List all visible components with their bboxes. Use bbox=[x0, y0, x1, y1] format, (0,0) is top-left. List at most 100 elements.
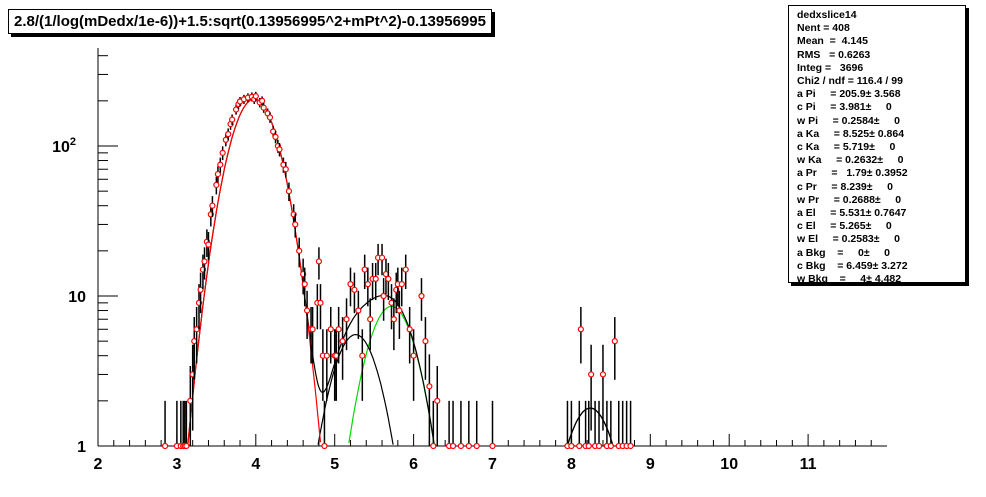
data-point bbox=[627, 442, 634, 450]
data-point bbox=[315, 258, 323, 265]
data-point bbox=[327, 326, 334, 333]
data-point bbox=[396, 307, 403, 314]
data-point bbox=[259, 97, 266, 104]
data-point bbox=[282, 166, 289, 173]
data-point bbox=[577, 326, 584, 333]
data-point bbox=[323, 352, 330, 359]
stats-line: w Ka = 0.2632± 0 bbox=[797, 154, 904, 167]
data-point bbox=[309, 326, 316, 333]
data-point bbox=[378, 254, 386, 261]
plot-frame bbox=[98, 48, 887, 446]
data-point bbox=[359, 352, 366, 359]
x-tick-label: 9 bbox=[646, 456, 655, 473]
data-point bbox=[229, 116, 236, 123]
data-point bbox=[588, 371, 595, 378]
stats-line: w El = 0.2583± 0 bbox=[797, 233, 900, 246]
stats-line: Integ = 3696 bbox=[797, 61, 864, 74]
data-point bbox=[434, 397, 441, 404]
data-point bbox=[402, 266, 409, 273]
data-point bbox=[473, 442, 480, 450]
data-point bbox=[343, 316, 350, 323]
stats-line: a Pr = 1.79± 0.3952 bbox=[797, 167, 908, 180]
data-point bbox=[183, 442, 190, 450]
data-point bbox=[232, 106, 240, 113]
stats-line: w Pr = 0.2688± 0 bbox=[797, 193, 902, 206]
x-tick-label: 2 bbox=[94, 456, 103, 473]
data-point bbox=[585, 442, 592, 450]
stats-line: c Pi = 3.981± 0 bbox=[797, 101, 892, 114]
data-point bbox=[351, 286, 358, 293]
data-point bbox=[317, 299, 324, 306]
data-point bbox=[418, 292, 425, 300]
x-tick-label: 6 bbox=[409, 456, 418, 473]
stats-line: Chi2 / ndf = 116.4 / 99 bbox=[797, 75, 903, 88]
data-point bbox=[252, 93, 259, 100]
data-point bbox=[213, 181, 220, 189]
stats-line: a El = 5.531± 0.7647 bbox=[797, 207, 907, 220]
y-tick-label: 102 bbox=[52, 136, 76, 156]
data-point bbox=[214, 170, 222, 178]
stats-line: w Pi = 0.2584± 0 bbox=[797, 114, 900, 127]
y-tick-label: 10 bbox=[68, 289, 86, 306]
data-point bbox=[426, 383, 433, 390]
stats-line: w Bkg = 4± 4.482 bbox=[797, 273, 902, 286]
data-point bbox=[209, 202, 216, 209]
stats-line: a Bkg = 0± 0 bbox=[797, 246, 891, 259]
fit-component-el bbox=[317, 334, 394, 445]
data-point bbox=[161, 442, 169, 450]
data-point bbox=[364, 281, 371, 288]
stats-line: c Pr = 8.239± 0 bbox=[797, 180, 893, 193]
x-tick-label: 5 bbox=[330, 456, 339, 473]
stats-line: c Ka = 5.719± 0 bbox=[797, 141, 896, 154]
data-point bbox=[398, 281, 405, 288]
data-point bbox=[225, 131, 232, 138]
data-point bbox=[449, 442, 457, 450]
data-point bbox=[321, 442, 328, 450]
x-tick-label: 4 bbox=[251, 456, 260, 473]
data-point bbox=[303, 307, 311, 314]
data-point bbox=[219, 149, 226, 156]
data-point bbox=[217, 161, 224, 168]
stats-box: dedxslice14 Nent = 408 Mean = 4.145 RMS = 0… bbox=[788, 5, 966, 286]
data-point bbox=[372, 275, 379, 283]
data-point bbox=[380, 292, 387, 300]
data-point bbox=[339, 338, 346, 345]
data-point bbox=[301, 281, 308, 288]
data-point bbox=[201, 258, 208, 265]
data-point bbox=[367, 316, 374, 323]
stats-line: c El = 5.265± 0 bbox=[797, 220, 892, 233]
data-point bbox=[489, 442, 496, 450]
stats-line: a Pi = 205.9± 3.568 bbox=[797, 88, 901, 101]
data-point bbox=[568, 442, 575, 450]
x-tick-label: 8 bbox=[567, 456, 576, 473]
data-point bbox=[347, 281, 354, 288]
data-point bbox=[266, 114, 274, 121]
data-point bbox=[465, 442, 472, 450]
x-tick-label: 10 bbox=[720, 456, 738, 473]
data-point bbox=[361, 266, 368, 273]
data-point bbox=[607, 442, 614, 450]
data-point bbox=[390, 316, 397, 323]
x-tick-label: 11 bbox=[800, 456, 817, 473]
data-point bbox=[355, 307, 362, 314]
data-point bbox=[292, 221, 299, 228]
data-point bbox=[406, 326, 413, 333]
fit-total bbox=[187, 98, 613, 446]
data-point bbox=[276, 146, 283, 153]
data-point bbox=[197, 286, 204, 293]
x-tick-label: 3 bbox=[172, 456, 181, 473]
data-point bbox=[576, 442, 583, 450]
data-point bbox=[457, 442, 465, 450]
data-point bbox=[599, 371, 607, 378]
stats-line: RMS = 0.6263 bbox=[797, 48, 871, 61]
data-point bbox=[296, 247, 303, 254]
x-tick-label: 7 bbox=[488, 456, 497, 473]
data-point bbox=[285, 188, 293, 195]
data-point bbox=[335, 326, 342, 333]
data-point bbox=[595, 442, 603, 450]
stats-line: a Ka = 8.525± 0.864 bbox=[797, 127, 905, 140]
data-point bbox=[422, 338, 429, 345]
stats-line: Mean = 4.145 bbox=[797, 35, 868, 48]
data-point bbox=[272, 133, 279, 140]
